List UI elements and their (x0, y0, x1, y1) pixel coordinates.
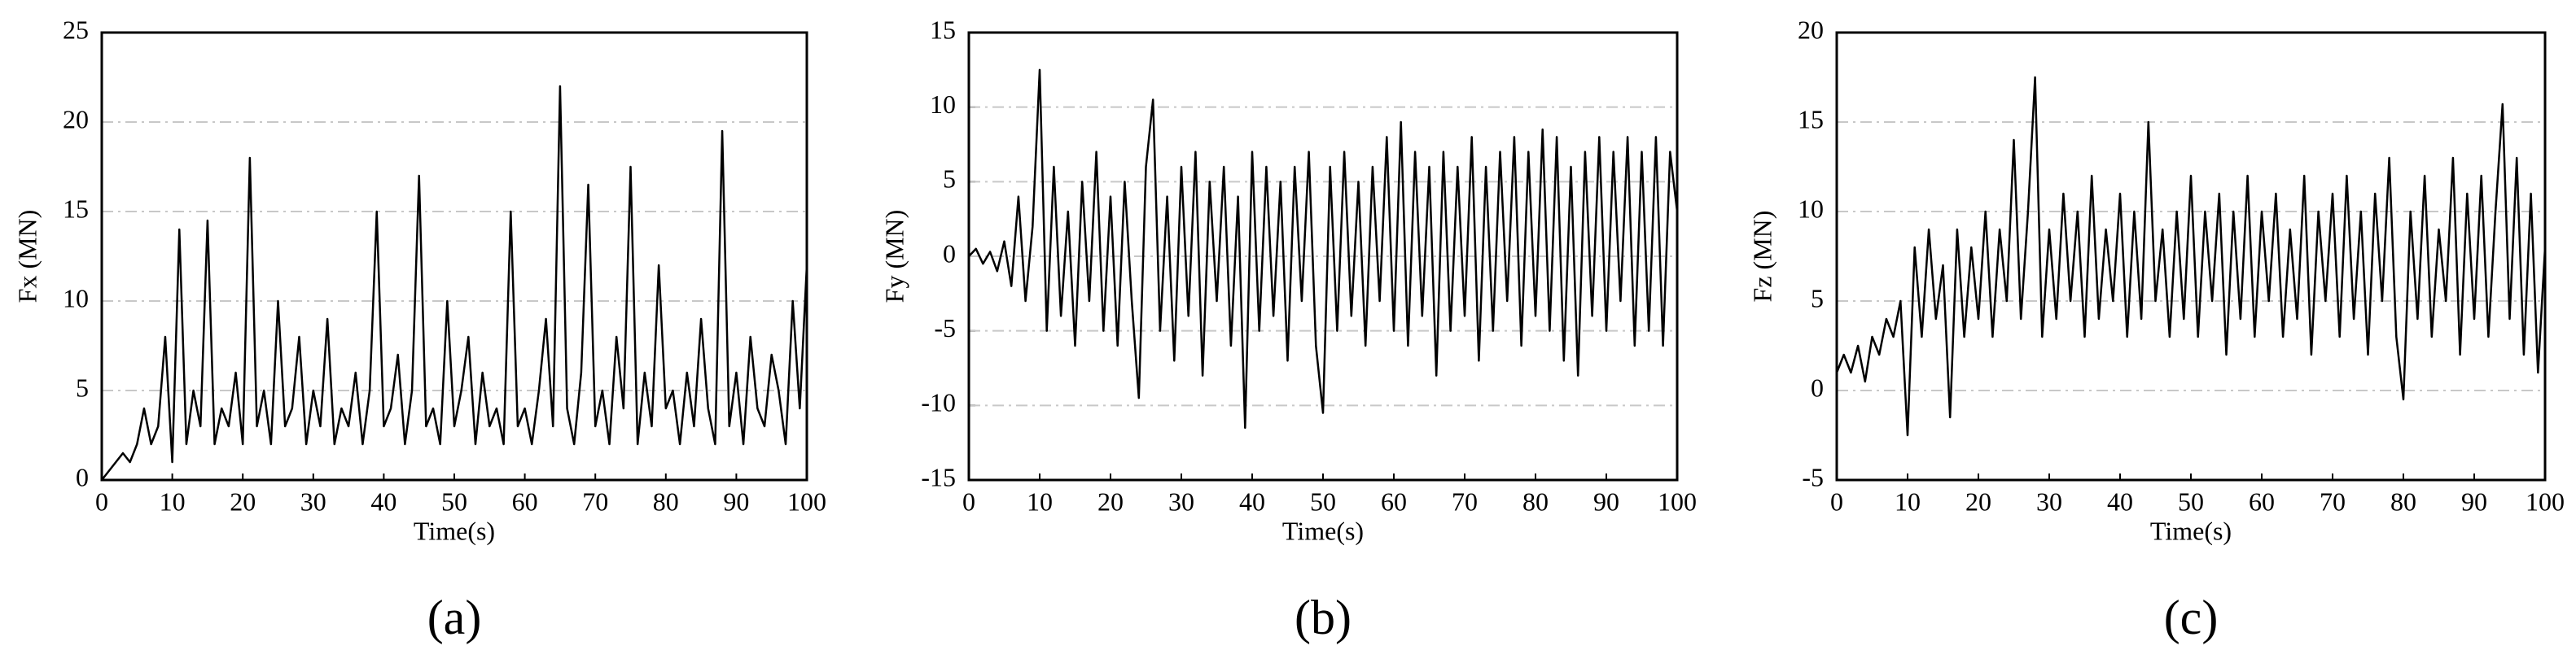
plot-frame (967, 31, 1679, 482)
x-tick-label: 0 (1830, 487, 1843, 516)
caption: (c) (2164, 591, 2219, 644)
y-tick-label: 15 (63, 194, 89, 223)
x-tick-label: 20 (230, 487, 256, 516)
y-tick-label: 0 (76, 462, 89, 491)
y-tick-label: -10 (921, 388, 956, 417)
x-tick-label: 70 (1452, 487, 1478, 516)
plot-frame (100, 31, 808, 482)
y-tick-label: 0 (943, 238, 956, 268)
x-tick-label: 50 (1310, 487, 1336, 516)
x-tick-label: 50 (441, 487, 467, 516)
x-tick-label: 90 (1593, 487, 1619, 516)
x-tick-label: 10 (1895, 487, 1921, 516)
y-tick-label: 10 (930, 89, 956, 119)
x-tick-label: 60 (2249, 487, 2275, 516)
y-tick-label: 15 (1798, 104, 1824, 133)
x-tick-label: 40 (2107, 487, 2133, 516)
x-tick-label: 100 (1658, 487, 1697, 516)
x-tick-label: 10 (160, 487, 186, 516)
x-tick-label: 90 (2461, 487, 2487, 516)
x-tick-label: 100 (787, 487, 826, 516)
caption: (b) (1295, 591, 1352, 644)
x-axis-title: Time(s) (2150, 516, 2232, 545)
y-tick-label: 10 (1798, 194, 1824, 223)
y-tick-label: 25 (63, 15, 89, 44)
x-tick-label: 90 (723, 487, 749, 516)
y-tick-label: 10 (63, 283, 89, 312)
y-tick-label: -15 (921, 462, 956, 491)
data-line (101, 85, 808, 481)
y-tick-label: 15 (930, 15, 956, 44)
y-tick-label: 5 (1811, 283, 1824, 312)
data-line (968, 68, 1679, 430)
x-tick-label: 0 (962, 487, 975, 516)
y-tick-label: 20 (63, 104, 89, 133)
caption: (a) (427, 591, 482, 644)
x-tick-label: 50 (2178, 487, 2204, 516)
y-tick-label: 0 (1811, 373, 1824, 402)
x-tick-label: 0 (95, 487, 108, 516)
x-tick-label: 10 (1027, 487, 1053, 516)
y-axis-title: Fz (MN) (1747, 211, 1776, 303)
y-tick-label: -5 (1802, 462, 1824, 491)
x-tick-label: 70 (2320, 487, 2346, 516)
x-tick-label: 40 (370, 487, 396, 516)
y-tick-label: 5 (76, 373, 89, 402)
x-tick-label: 40 (1239, 487, 1265, 516)
x-tick-label: 30 (300, 487, 326, 516)
x-tick-label: 30 (1168, 487, 1194, 516)
x-tick-label: 100 (2526, 487, 2565, 516)
x-tick-label: 30 (2036, 487, 2062, 516)
x-tick-label: 20 (1965, 487, 1991, 516)
x-tick-label: 80 (653, 487, 679, 516)
x-tick-label: 80 (1522, 487, 1549, 516)
x-tick-label: 20 (1097, 487, 1124, 516)
x-tick-label: 80 (2390, 487, 2416, 516)
y-axis-title: Fx (MN) (12, 210, 42, 303)
x-tick-label: 60 (1381, 487, 1407, 516)
y-tick-label: 5 (943, 164, 956, 194)
x-axis-title: Time(s) (1282, 516, 1364, 545)
y-tick-label: -5 (934, 313, 956, 343)
y-tick-label: 20 (1798, 15, 1824, 44)
data-line (1835, 76, 2547, 437)
y-axis-title: Fy (MN) (879, 210, 909, 303)
x-axis-title: Time(s) (414, 516, 495, 545)
x-tick-label: 70 (582, 487, 608, 516)
plot-frame (1835, 31, 2547, 482)
x-tick-label: 60 (512, 487, 538, 516)
